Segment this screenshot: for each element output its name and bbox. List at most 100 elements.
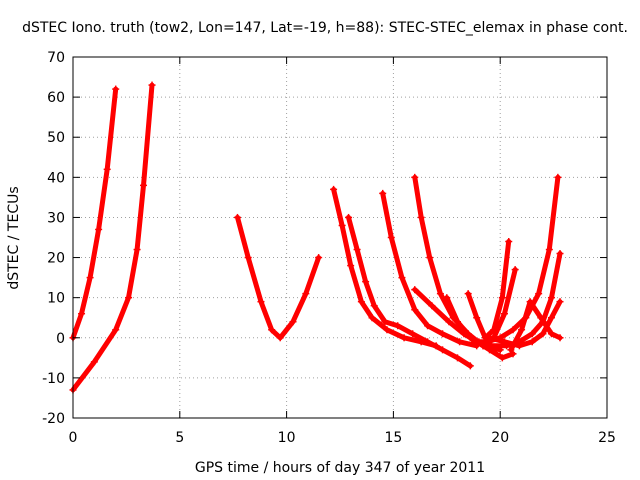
data-point-marker [428,302,436,310]
data-point-marker [453,318,461,326]
data-point-marker [148,81,156,89]
y-tick-label: 10 [47,291,65,307]
y-axis-title: dSTEC / TECUs [6,186,22,289]
x-tick-label: 5 [175,430,184,446]
data-point-marker [357,298,365,306]
y-tick-label: 70 [47,50,65,66]
data-point-marker [426,254,434,262]
y-tick-label: 30 [47,210,65,226]
y-tick-label: 0 [56,331,65,347]
y-tick-label: 60 [47,90,65,106]
data-point-marker [464,290,472,298]
data-point-marker [387,234,395,241]
data-point-marker [411,286,419,294]
data-point-marker [439,346,447,354]
series-track [486,298,564,350]
data-point-marker [539,330,547,338]
series-line [235,214,322,341]
data-point-marker [537,314,545,322]
x-tick-label: 15 [384,430,402,446]
data-point-marker [439,330,447,338]
data-point-marker [353,246,361,254]
data-point-marker [453,354,461,362]
data-point-marker [409,330,417,338]
data-point-marker [398,274,406,282]
data-point-marker [125,294,133,302]
data-point-marker [466,334,474,342]
data-point-marker [233,213,241,221]
x-axis-title: GPS time / hours of day 347 of year 2011 [195,460,485,476]
data-point-marker [554,173,562,181]
data-point-marker [505,238,513,246]
data-point-marker [257,298,265,306]
data-point-marker [556,250,564,258]
data-point-marker [488,342,496,350]
data-point-marker [345,213,353,221]
series-line [380,190,480,349]
plot-frame [72,56,608,419]
data-point-marker [475,338,483,346]
data-point-marker [509,326,517,334]
data-point-marker [347,262,355,270]
data-point-marker [379,189,387,197]
series-track [233,213,323,342]
data-point-marker [400,334,408,342]
data-point-marker [466,362,474,370]
data-point-marker [338,221,346,229]
data-point-marker [330,185,338,193]
data-point-marker [556,298,564,306]
data-point-marker [417,213,425,221]
data-point-marker [515,342,523,350]
data-point-marker [507,346,515,354]
gridlines [73,57,607,418]
data-point-marker [370,302,378,310]
data-point-marker [289,318,297,326]
data-point-marker [383,326,391,334]
data-point-marker [424,338,432,346]
chart-title: dSTEC Iono. truth (tow2, Lon=147, Lat=-1… [22,20,628,36]
data-point-marker [90,358,98,366]
data-point-marker [535,290,543,298]
data-point-marker [511,266,519,274]
data-point-marker [78,310,86,318]
data-point-marker [443,294,451,302]
series-track [507,298,564,354]
data-point-marker [526,298,534,306]
data-point-marker [556,334,564,342]
data-point-marker [86,274,94,282]
data-point-marker [244,254,252,262]
data-point-marker [498,294,506,302]
data-point-marker [112,85,120,93]
data-point-marker [381,318,389,326]
data-point-marker [411,173,419,181]
y-tick-label: 20 [47,251,65,267]
data-point-marker [394,322,402,330]
series-track [345,213,474,370]
y-tick-label: -20 [42,411,65,427]
x-tick-label: 20 [491,430,509,446]
data-point-marker [362,278,370,286]
data-point-marker [424,322,432,330]
data-point-marker [368,314,376,322]
series-track [464,238,513,342]
data-point-marker [500,310,508,318]
data-point-marker [456,338,464,346]
data-point-marker [133,246,141,254]
data-point-marker [547,294,555,302]
data-point-marker [139,181,147,189]
data-point-marker [518,326,526,334]
series-line [465,239,512,341]
series-track [69,85,120,342]
series-line [70,86,119,341]
data-point-marker [411,306,419,314]
data-point-marker [528,338,536,346]
x-tick-label: 25 [598,430,616,446]
y-tick-label: -10 [42,371,65,387]
data-point-marker [473,314,481,322]
data-point-marker [547,330,555,338]
axis-ticks: 0 5 10 15 20 25 -20 -10 0 10 20 30 40 50 60 70 [42,50,616,446]
y-tick-label: 50 [47,130,65,146]
data-point-marker [486,334,494,342]
data-point-marker [545,246,553,254]
